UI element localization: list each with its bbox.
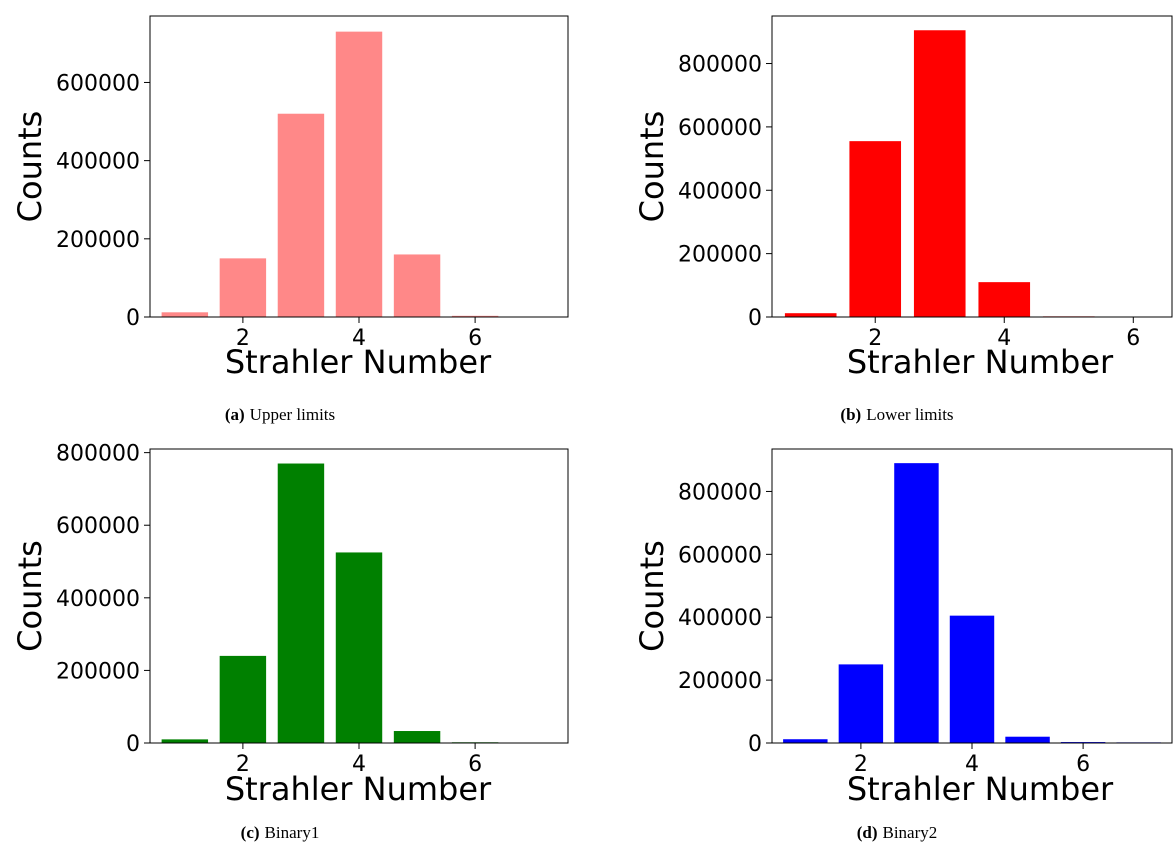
- caption-c: (c) Binary1: [241, 823, 320, 842]
- xaxis-label-c: Strahler Number: [225, 770, 492, 808]
- bar-c-4: [335, 552, 383, 743]
- xtick-label-c-0: 2: [236, 752, 250, 777]
- ytick-label-a-2: 400000: [56, 150, 140, 175]
- caption-text-c: Binary1: [265, 823, 320, 842]
- bar-c-1: [161, 739, 209, 743]
- caption-tag-c: (c): [241, 823, 260, 842]
- bar-d-2: [838, 664, 884, 743]
- xtick-label-a-1: 4: [352, 326, 366, 351]
- caption-a: (a) Upper limits: [225, 405, 335, 424]
- ytick-label-b-1: 200000: [678, 243, 762, 268]
- xtick-label-d-2: 6: [1076, 752, 1090, 777]
- ytick-label-b-4: 800000: [678, 53, 762, 78]
- xaxis-label-b: Strahler Number: [847, 343, 1114, 381]
- bar-c-2: [219, 655, 267, 743]
- ytick-label-c-2: 400000: [56, 587, 140, 612]
- bar-c-5: [393, 731, 441, 743]
- xtick-label-d-0: 2: [854, 752, 868, 777]
- ytick-label-c-0: 0: [126, 732, 140, 757]
- ytick-label-b-3: 600000: [678, 116, 762, 141]
- chart-panel-b: 0 200000 400000 600000 800000 2 4 6 Strahler Num…: [633, 15, 1173, 424]
- bar-b-1: [784, 313, 837, 317]
- axes-frame-b: [771, 15, 1173, 318]
- caption-text-b: Lower limits: [866, 405, 953, 424]
- ytick-label-d-4: 800000: [678, 480, 762, 505]
- caption-tag-d: (d): [857, 823, 878, 842]
- xtick-label-b-1: 4: [997, 326, 1011, 351]
- yaxis-label-c: Counts: [11, 540, 49, 652]
- yaxis-label-b: Counts: [633, 111, 671, 223]
- ytick-label-b-0: 0: [748, 306, 762, 331]
- xtick-label-b-0: 2: [868, 326, 882, 351]
- bar-b-4: [978, 282, 1031, 317]
- ytick-label-a-1: 200000: [56, 228, 140, 253]
- bar-b-2: [849, 141, 902, 317]
- xtick-label-c-1: 4: [352, 752, 366, 777]
- ytick-label-c-3: 600000: [56, 514, 140, 539]
- caption-text-a: Upper limits: [250, 405, 335, 424]
- ytick-label-d-1: 200000: [678, 669, 762, 694]
- xaxis-label-d: Strahler Number: [847, 770, 1114, 808]
- ytick-label-a-3: 600000: [56, 71, 140, 96]
- bar-a-5: [393, 254, 441, 317]
- ytick-label-c-4: 800000: [56, 442, 140, 467]
- bar-d-1: [783, 739, 828, 743]
- ytick-label-d-2: 400000: [678, 606, 762, 631]
- bar-a-6: [451, 315, 499, 317]
- bar-a-2: [219, 258, 267, 317]
- caption-d: (d) Binary2: [857, 823, 938, 842]
- xtick-label-c-2: 6: [468, 752, 482, 777]
- xaxis-label-a: Strahler Number: [225, 343, 492, 381]
- bar-a-3: [277, 113, 325, 318]
- yaxis-label-a: Counts: [11, 111, 49, 223]
- caption-text-d: Binary2: [883, 823, 938, 842]
- bar-d-5: [1005, 736, 1050, 743]
- caption-tag-b: (b): [840, 405, 861, 424]
- xtick-label-a-0: 2: [236, 326, 250, 351]
- bar-b-3: [913, 30, 966, 317]
- xtick-label-d-1: 4: [965, 752, 979, 777]
- ytick-label-d-0: 0: [748, 732, 762, 757]
- bar-c-3: [277, 463, 325, 743]
- bar-a-1: [161, 312, 209, 317]
- caption-b: (b) Lower limits: [840, 405, 953, 424]
- xtick-label-b-2: 6: [1126, 326, 1140, 351]
- xtick-label-a-2: 6: [468, 326, 482, 351]
- bar-d-4: [949, 615, 995, 743]
- yaxis-label-d: Counts: [633, 540, 671, 652]
- caption-tag-a: (a): [225, 405, 245, 424]
- ytick-label-a-0: 0: [126, 306, 140, 331]
- bar-a-4: [335, 31, 383, 318]
- ytick-label-b-2: 400000: [678, 179, 762, 204]
- bar-d-3: [894, 463, 939, 743]
- ytick-label-d-3: 600000: [678, 543, 762, 568]
- ytick-label-c-1: 200000: [56, 659, 140, 684]
